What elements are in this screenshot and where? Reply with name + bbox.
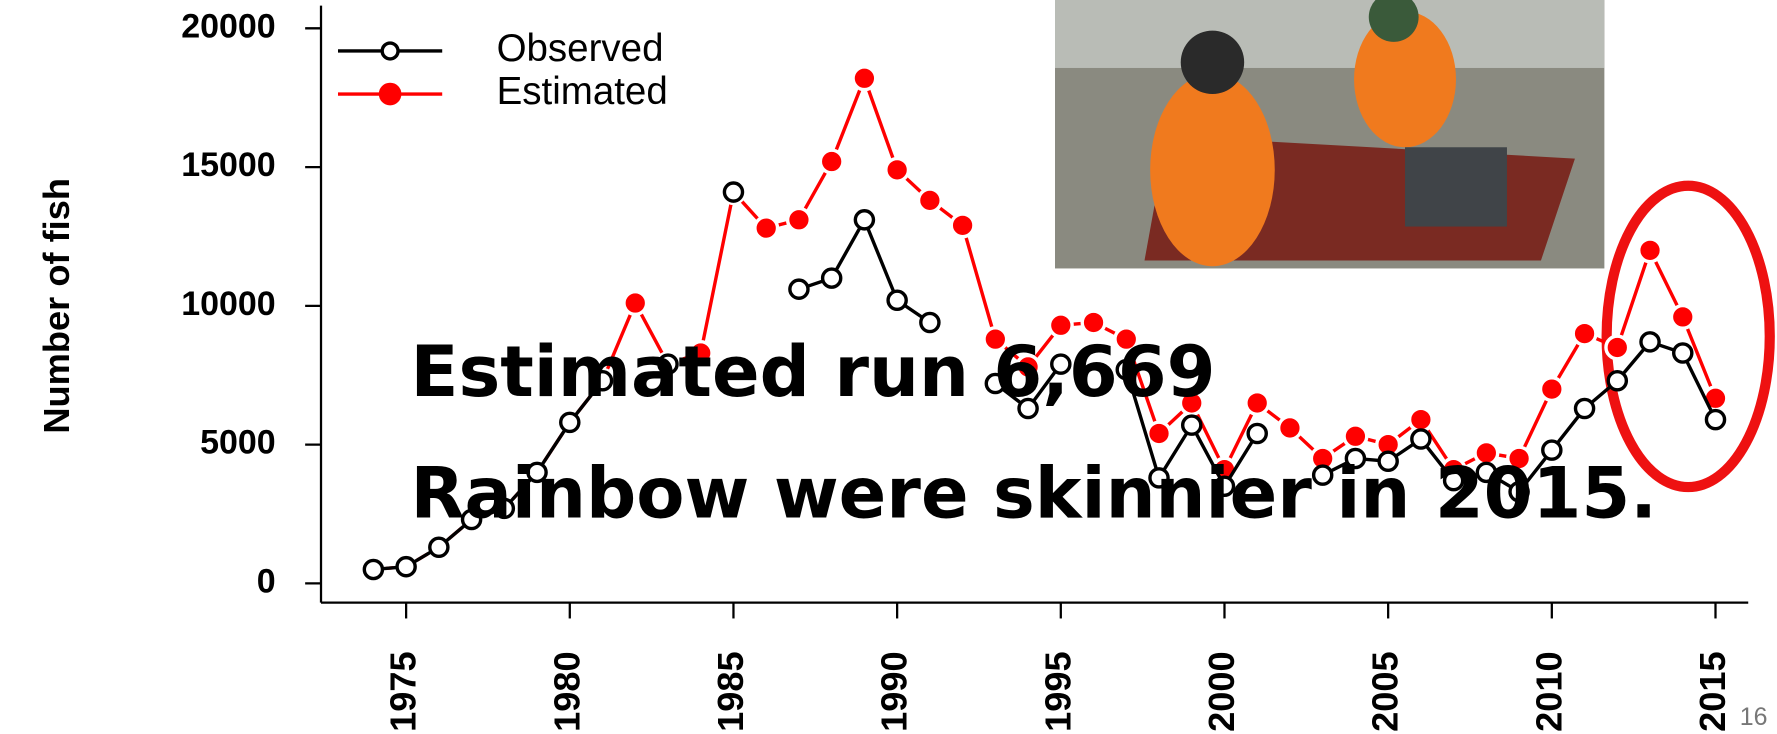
y-axis-label: Number of fish — [36, 178, 77, 434]
point — [1276, 414, 1303, 441]
point — [1410, 428, 1432, 450]
series — [362, 181, 1727, 581]
point — [622, 290, 649, 317]
point — [1115, 358, 1138, 381]
highlight-ellipse — [1601, 180, 1775, 493]
point — [1017, 397, 1039, 420]
point — [818, 148, 845, 175]
point — [722, 181, 745, 203]
x-tick-label: 1990 — [874, 651, 915, 732]
point — [460, 508, 483, 531]
point — [1475, 461, 1498, 484]
point — [982, 326, 1009, 353]
point — [753, 215, 780, 242]
point — [984, 372, 1007, 395]
x-tick-label: 1995 — [1037, 651, 1078, 732]
legend-marker — [378, 82, 402, 106]
point — [657, 353, 679, 375]
x-tick-label: 1980 — [546, 651, 587, 732]
point — [1213, 475, 1236, 497]
point — [428, 536, 450, 559]
point — [1407, 406, 1434, 433]
point — [1050, 353, 1072, 375]
point — [1571, 320, 1598, 347]
legend-marker — [380, 41, 400, 61]
annotation: Rainbow were skinnier in 2015. — [410, 452, 1656, 534]
y-tick-label: 15000 — [181, 146, 275, 184]
point — [1639, 331, 1661, 353]
point — [1047, 312, 1074, 339]
point — [1311, 464, 1334, 486]
point — [1506, 445, 1533, 472]
point — [395, 555, 417, 578]
y-tick-label: 10000 — [181, 285, 275, 323]
point — [1080, 309, 1107, 336]
legend-label: Observed — [497, 27, 664, 70]
x-tick-label: 1985 — [710, 651, 751, 732]
point — [591, 370, 614, 392]
point — [493, 497, 516, 520]
point — [1342, 423, 1369, 450]
legend-label: Estimated — [497, 70, 668, 113]
point — [785, 206, 812, 233]
point — [916, 187, 943, 214]
point — [886, 289, 908, 312]
point — [1180, 414, 1203, 436]
point — [1344, 447, 1367, 470]
point — [687, 339, 714, 367]
x-tick-label: 2010 — [1528, 651, 1569, 732]
point — [526, 461, 548, 484]
point — [853, 209, 876, 231]
x-tick-label: 2005 — [1365, 651, 1406, 732]
y-tick-label: 5000 — [200, 424, 276, 462]
point — [884, 156, 911, 183]
point — [1178, 389, 1205, 416]
point — [1442, 469, 1465, 492]
point — [1148, 467, 1170, 489]
y-tick-label: 0 — [257, 562, 276, 600]
y-tick-label: 20000 — [181, 7, 275, 45]
x-tick-label: 2015 — [1692, 651, 1733, 732]
point — [949, 212, 976, 239]
point — [1508, 481, 1530, 503]
annotation: Estimated run 6,669 — [410, 331, 1215, 413]
point — [1538, 376, 1565, 403]
point — [1015, 353, 1042, 380]
photo — [1055, 0, 1605, 269]
point — [559, 411, 581, 434]
x-tick-label: 2000 — [1201, 651, 1242, 732]
point — [1604, 334, 1631, 361]
point — [1672, 342, 1694, 364]
point — [362, 558, 385, 581]
point — [1377, 450, 1399, 473]
point — [1246, 422, 1268, 445]
point — [1669, 303, 1696, 330]
point — [851, 65, 878, 92]
series — [360, 65, 1729, 583]
point — [1704, 408, 1727, 431]
point — [820, 267, 843, 289]
point — [1637, 237, 1664, 264]
point — [1145, 420, 1173, 447]
point — [919, 311, 941, 334]
point — [1541, 439, 1563, 461]
x-tick-label: 1975 — [383, 651, 424, 732]
point — [1244, 389, 1271, 416]
point — [1113, 326, 1140, 353]
point — [1573, 397, 1596, 420]
point — [788, 278, 810, 300]
page-number: 16 — [1740, 703, 1768, 731]
point — [1606, 370, 1629, 392]
